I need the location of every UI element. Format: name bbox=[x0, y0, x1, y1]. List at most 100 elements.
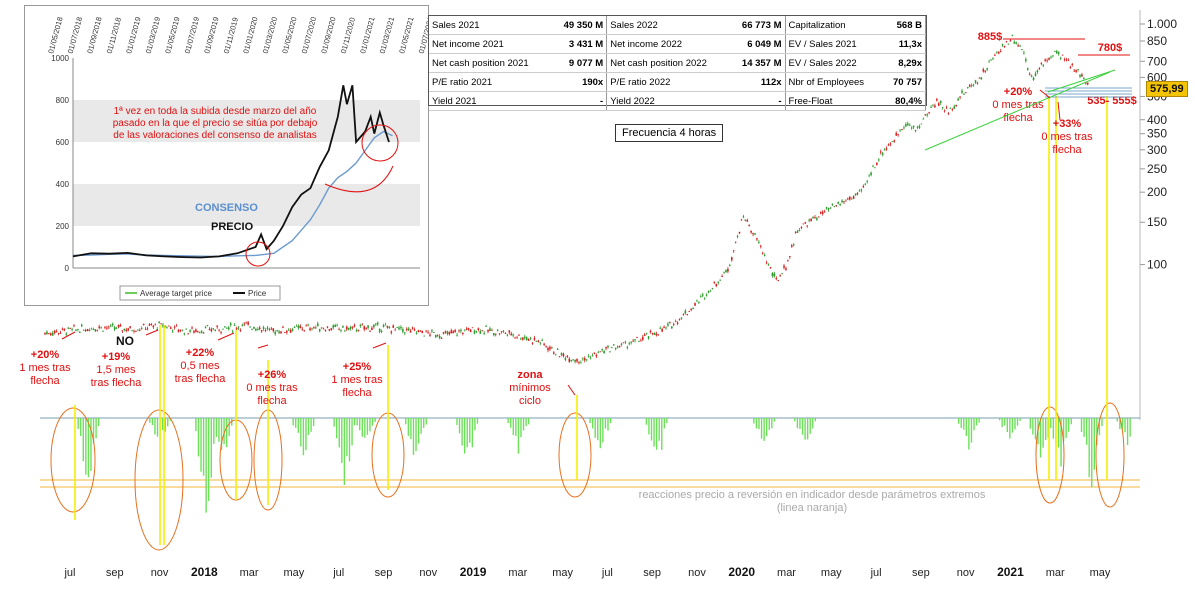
candle-body bbox=[529, 337, 532, 339]
x-tick-label: nov bbox=[419, 567, 437, 579]
candle-body bbox=[922, 118, 925, 120]
candle-body bbox=[63, 328, 66, 331]
candle-body bbox=[260, 330, 263, 332]
candle-body bbox=[427, 331, 429, 333]
inset-note-line: pasado en la que el precio se sitúa por … bbox=[113, 118, 318, 129]
candle-body bbox=[936, 99, 938, 101]
candle-body bbox=[1038, 68, 1041, 70]
candle-body bbox=[547, 347, 549, 351]
candle-body bbox=[266, 327, 269, 330]
candle-body bbox=[740, 219, 743, 221]
candle-body bbox=[810, 218, 812, 221]
candle-body bbox=[295, 325, 298, 327]
inset-x-tick: 01/05/2018 bbox=[46, 16, 64, 55]
candle-body bbox=[73, 325, 75, 327]
x-tick-label: mar bbox=[240, 567, 259, 579]
y-tick-label: 600 bbox=[1147, 70, 1167, 84]
candle-body bbox=[208, 328, 211, 330]
indicator-bar bbox=[154, 418, 156, 435]
candle-body bbox=[454, 330, 456, 333]
candle-body bbox=[407, 328, 410, 331]
candle-body bbox=[218, 329, 220, 331]
candle-body bbox=[773, 273, 776, 277]
candle-body bbox=[357, 329, 360, 332]
indicator-bar bbox=[1060, 418, 1062, 467]
financials-label: Sales 2021 bbox=[429, 16, 552, 35]
candle-body bbox=[711, 288, 714, 290]
indicator-bar bbox=[195, 418, 197, 432]
candle-body bbox=[655, 333, 658, 336]
indicator-bar bbox=[343, 418, 346, 486]
candle-body bbox=[903, 127, 905, 129]
candle-body bbox=[125, 329, 128, 332]
candle-body bbox=[597, 352, 600, 354]
indicator-bar bbox=[474, 418, 476, 431]
candle-body bbox=[216, 325, 218, 327]
candle-body bbox=[771, 273, 774, 277]
indicator-bar bbox=[307, 418, 310, 435]
candle-body bbox=[204, 327, 207, 329]
candle-body bbox=[734, 241, 737, 243]
candle-body bbox=[458, 330, 460, 332]
candle-body bbox=[920, 123, 923, 125]
annotation-title: +19% bbox=[102, 351, 131, 363]
indicator-bar bbox=[1080, 418, 1083, 433]
candle-body bbox=[994, 54, 996, 56]
candle-body bbox=[812, 216, 814, 218]
candle-body bbox=[189, 330, 191, 332]
indicator-bar bbox=[205, 418, 207, 513]
candle-body bbox=[1057, 52, 1060, 54]
candle-body bbox=[210, 329, 213, 332]
indicator-bar bbox=[1096, 418, 1098, 446]
candle-body bbox=[730, 257, 733, 261]
indicator-bar bbox=[200, 418, 202, 472]
candle-body bbox=[560, 352, 563, 355]
inset-legend bbox=[119, 285, 281, 301]
candle-body bbox=[100, 326, 102, 328]
candle-body bbox=[398, 327, 400, 330]
candle-body bbox=[297, 325, 300, 328]
candle-body bbox=[1007, 43, 1010, 45]
indicator-bar bbox=[1065, 418, 1067, 438]
trendline-2 bbox=[1047, 69, 1116, 93]
x-tick-label: sep bbox=[643, 567, 661, 579]
candle-body bbox=[434, 334, 437, 338]
candle-body bbox=[955, 104, 957, 107]
candle-body bbox=[881, 152, 884, 155]
candle-body bbox=[467, 328, 470, 330]
candle-body bbox=[243, 323, 246, 325]
candle-body bbox=[224, 326, 226, 328]
candle-body bbox=[541, 340, 543, 341]
annotation-arrow bbox=[257, 344, 269, 349]
candle-body bbox=[475, 331, 478, 333]
candle-body bbox=[634, 339, 636, 341]
candle-body bbox=[373, 324, 375, 328]
candle-body bbox=[790, 245, 793, 248]
candle-body bbox=[984, 70, 987, 72]
indicator-bar bbox=[655, 418, 658, 450]
candle-body bbox=[941, 107, 944, 109]
candle-body bbox=[564, 358, 567, 360]
candle-body bbox=[1077, 69, 1079, 70]
indicator-bar bbox=[768, 418, 770, 430]
candle-body bbox=[957, 98, 959, 101]
indicator-bar bbox=[806, 418, 809, 440]
candle-body bbox=[423, 335, 425, 337]
x-tick-label: sep bbox=[375, 567, 393, 579]
candle-body bbox=[106, 327, 108, 329]
indicator-bar bbox=[809, 418, 811, 434]
candle-body bbox=[703, 297, 706, 299]
candle-body bbox=[311, 328, 313, 330]
inset-x-tick: 01/07/2019 bbox=[183, 16, 201, 55]
candle-body bbox=[504, 332, 507, 334]
indicator-bar bbox=[773, 418, 776, 422]
financials-label: P/E ratio 2021 bbox=[429, 72, 552, 92]
x-tick-label: 2018 bbox=[191, 565, 218, 579]
candle-body bbox=[258, 327, 261, 330]
candle-body bbox=[520, 338, 522, 340]
candle-body bbox=[620, 343, 623, 345]
indicator-bar bbox=[417, 418, 420, 444]
x-axis: jul sep nov 2018 mar may jul sep nov 2019 mar may ju… bbox=[63, 565, 1110, 579]
indicator-bar bbox=[650, 418, 653, 441]
financials-value: 3 431 M bbox=[551, 34, 608, 54]
